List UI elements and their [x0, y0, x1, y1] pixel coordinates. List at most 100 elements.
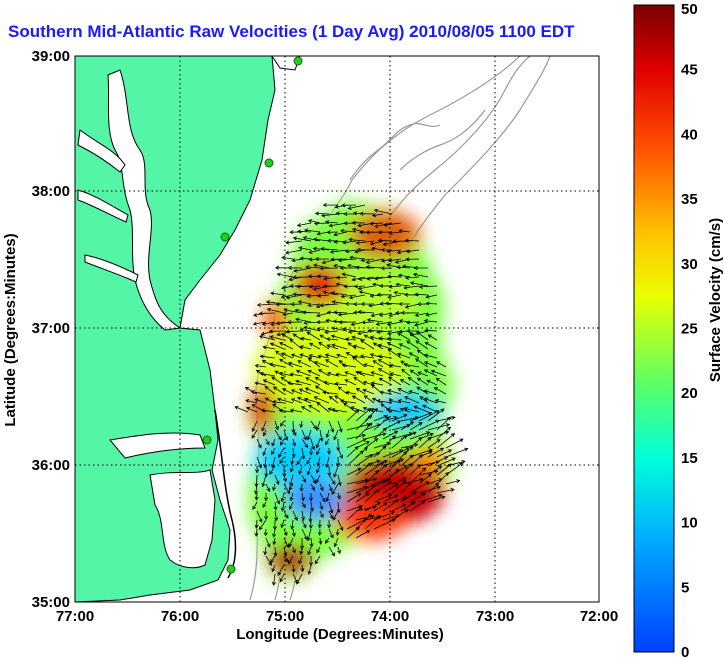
velocity-arrow: [271, 447, 276, 456]
velocity-arrow: [388, 398, 402, 404]
velocity-arrow: [333, 429, 339, 441]
velocity-arrow: [373, 208, 393, 215]
velocity-arrow: [245, 399, 258, 404]
velocity-arrow: [399, 407, 411, 413]
velocity-arrow: [380, 403, 393, 413]
velocity-arrow: [271, 573, 277, 586]
velocity-arrow: [427, 495, 446, 503]
velocity-arrow: [345, 337, 357, 342]
velocity-arrow: [288, 537, 294, 548]
velocity-arrow: [336, 501, 341, 514]
velocity-arrow: [369, 293, 384, 298]
velocity-arrow: [318, 341, 330, 350]
velocity-arrow: [287, 320, 303, 325]
velocity-arrow: [362, 380, 375, 386]
velocity-arrow: [348, 237, 366, 242]
velocity-arrow: [320, 213, 339, 218]
velocity-arrow: [315, 474, 321, 484]
velocity-arrow: [298, 388, 312, 395]
velocity-arrow: [341, 272, 357, 278]
velocity-arrow: [337, 447, 343, 459]
velocity-arrow: [436, 449, 453, 458]
velocity-arrow: [299, 420, 304, 429]
velocity-arrow: [288, 483, 294, 491]
velocity-arrow: [346, 493, 362, 503]
velocity-arrow: [400, 310, 420, 315]
velocity-arrow: [263, 456, 268, 469]
velocity-arrow: [264, 385, 276, 395]
velocity-arrow: [301, 310, 321, 315]
velocity-arrow: [385, 407, 402, 413]
velocity-arrow: [295, 379, 312, 386]
velocity-arrow: [328, 528, 334, 539]
velocity-arrow: [356, 247, 375, 252]
velocity-arrow: [391, 451, 408, 467]
velocity-arrow: [309, 537, 314, 548]
velocity-arrow: [292, 275, 312, 280]
velocity-arrow: [290, 353, 303, 359]
velocity-arrow: [296, 229, 312, 234]
velocity-arrow: [254, 528, 259, 537]
colorbar-tick-label: 25: [681, 321, 698, 338]
velocity-arrow: [300, 336, 312, 341]
velocity-arrow: [256, 302, 276, 307]
y-tick-label: 35:00: [32, 594, 70, 611]
velocity-arrow: [301, 447, 306, 460]
colorbar-tick-label: 45: [681, 62, 698, 79]
velocity-arrow: [347, 329, 366, 334]
velocity-arrow: [377, 368, 393, 377]
velocity-arrow: [351, 227, 366, 233]
velocity-arrow: [259, 519, 267, 531]
velocity-arrow: [418, 485, 442, 494]
velocity-arrow: [291, 564, 296, 573]
velocity-arrow: [357, 371, 375, 377]
velocity-arrow: [404, 396, 420, 404]
colorbar: [633, 4, 675, 653]
velocity-arrow: [328, 510, 334, 520]
velocity-arrow: [424, 342, 438, 350]
velocity-arrow: [332, 510, 339, 521]
velocity-arrow: [337, 386, 348, 395]
velocity-arrow: [252, 501, 258, 510]
velocity-arrow: [339, 399, 357, 404]
velocity-arrow: [283, 510, 289, 519]
velocity-arrow: [280, 519, 285, 529]
velocity-arrow: [355, 483, 376, 494]
velocity-arrow: [289, 338, 303, 350]
velocity-arrow: [275, 350, 285, 359]
velocity-arrow: [305, 265, 321, 270]
velocity-arrow: [280, 376, 294, 386]
velocity-arrow: [271, 564, 276, 573]
velocity-arrow: [324, 329, 339, 335]
velocity-arrow: [398, 302, 410, 307]
velocity-arrow: [273, 501, 278, 511]
velocity-arrow: [337, 258, 357, 263]
velocity-arrow: [296, 396, 312, 404]
colorbar-tick-label: 30: [681, 256, 698, 273]
velocity-arrow: [263, 546, 268, 556]
velocity-arrow: [384, 301, 402, 306]
velocity-arrow: [355, 514, 375, 521]
velocity-arrow: [401, 368, 411, 377]
velocity-arrow: [328, 395, 339, 404]
hf-radar-stations: [202, 56, 303, 574]
velocity-arrow: [413, 265, 428, 271]
velocity-arrow: [292, 429, 297, 437]
velocity-arrow: [391, 477, 407, 485]
velocity-arrow: [313, 396, 330, 404]
velocity-arrow: [254, 483, 259, 495]
velocity-arrow: [329, 249, 348, 254]
velocity-arrow: [334, 381, 348, 386]
velocity-arrow: [406, 328, 420, 333]
velocity-arrow: [433, 387, 447, 395]
velocity-arrow: [308, 354, 321, 359]
velocity-arrow: [289, 230, 303, 235]
velocity-arrow: [287, 555, 294, 565]
velocity-arrow: [256, 510, 263, 523]
x-axis-label: Longitude (Degrees:Minutes): [236, 626, 444, 643]
station-marker: [264, 158, 274, 168]
velocity-arrow: [306, 456, 312, 465]
velocity-arrow: [436, 416, 452, 431]
velocity-arrow: [298, 246, 312, 251]
velocity-arrow: [258, 311, 276, 316]
